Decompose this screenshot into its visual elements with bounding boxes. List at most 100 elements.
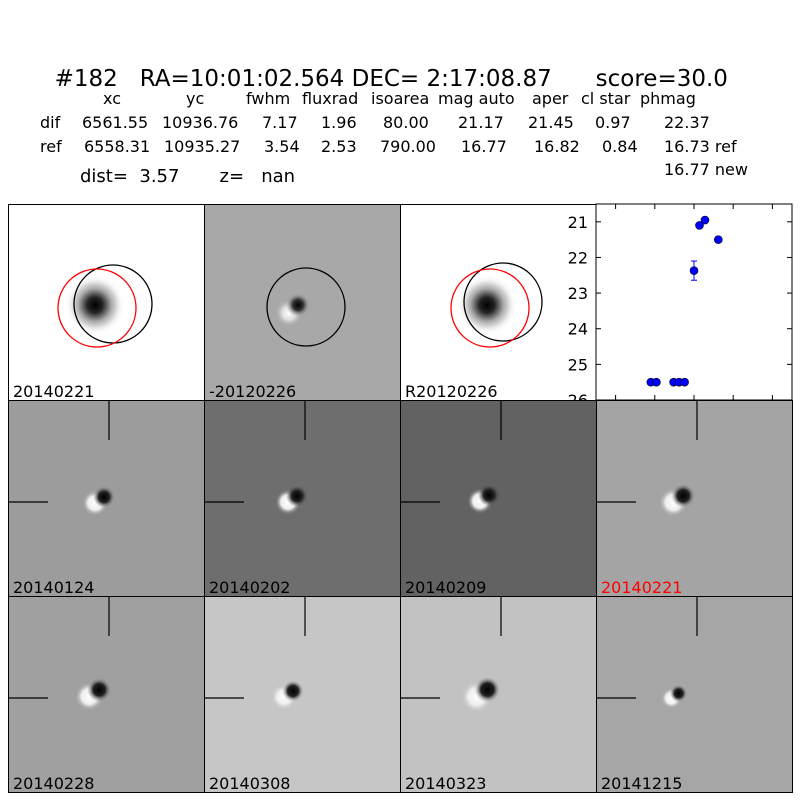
ref-yc: 10935.27 (164, 137, 241, 156)
dif-aper: 21.45 (528, 113, 574, 132)
y-tick-label: 24 (568, 320, 588, 339)
cutout-panel-3: 20140209 (400, 400, 597, 597)
y-tick-label: 25 (568, 355, 588, 374)
ra-coordinate: RA=10:01:02.564 (139, 66, 345, 92)
data-point (652, 377, 661, 387)
panel-label: 20140221 (13, 382, 95, 401)
panel-label-highlighted: 20140221 (601, 578, 683, 597)
data-point (714, 235, 723, 244)
candidate-title: #182 RA=10:01:02.564 DEC= 2:17:08.87 sco… (40, 40, 728, 92)
data-point (680, 377, 689, 387)
cutout-image (597, 597, 792, 792)
col-header-fwhm: fwhm (246, 89, 291, 108)
cutout-panel-5: 20140228 (8, 596, 205, 793)
dif-fluxrad: 1.96 (321, 113, 357, 132)
negative-residual (286, 293, 310, 317)
y-tick-label: 23 (568, 284, 588, 303)
cutout-image (597, 401, 792, 596)
cutout-panel-1: 20140124 (8, 400, 205, 597)
dist-line: dist= 3.57 z= nan (80, 166, 295, 187)
ref-phmag: 16.73 ref (664, 137, 737, 156)
panel-label: -20120226 (209, 382, 297, 401)
ref-isoarea: 790.00 (380, 137, 436, 156)
panel-label: 20140323 (405, 774, 487, 793)
source-blob (65, 275, 125, 335)
cutout-image (9, 401, 204, 596)
cutout-panel-4: 20140221 (596, 400, 793, 597)
reference-image-stamp (450, 262, 543, 348)
difference-image-stamp (266, 267, 346, 347)
col-header-cl-star: cl star (581, 89, 631, 108)
panel-label: 20140308 (209, 774, 291, 793)
panel-label: 20140124 (13, 578, 95, 597)
cutout-panel-2: 20140202 (204, 400, 401, 597)
panel-label: 20140228 (13, 774, 95, 793)
cutout-image (205, 597, 400, 792)
col-header-isoarea: isoarea (371, 89, 430, 108)
panel-label: 20140209 (405, 578, 487, 597)
negative-residual (87, 677, 112, 702)
cutout-image (401, 401, 596, 596)
negative-residual (474, 676, 501, 703)
cutout-image (9, 597, 204, 792)
col-header-phmag: phmag (640, 89, 696, 108)
dif-mag-auto: 21.17 (458, 113, 504, 132)
y-tick-label: 22 (568, 248, 588, 267)
ref-xc: 6558.31 (84, 137, 151, 156)
red-aperture-circle (450, 268, 530, 348)
new-phmag: 16.77 new (664, 160, 748, 179)
image-panel-difference: -20120226 (204, 204, 401, 401)
col-header-fluxrad: fluxrad (302, 89, 359, 108)
new-image-stamp (57, 264, 153, 348)
data-point (700, 215, 710, 225)
cutout-background (597, 597, 792, 792)
col-header-xc: xc (103, 89, 121, 108)
dif-cl-star: 0.97 (595, 113, 631, 132)
dif-phmag: 22.37 (664, 113, 710, 132)
col-header-mag-auto: mag auto (438, 89, 515, 108)
dif-xc: 6561.55 (82, 113, 149, 132)
dif-fwhm: 7.17 (262, 113, 298, 132)
col-header-aper: aper (532, 89, 569, 108)
ref-fwhm: 3.54 (264, 137, 300, 156)
panel-label: 20141215 (601, 774, 683, 793)
cutout-background (597, 401, 792, 596)
row-label-dif: dif (40, 113, 61, 132)
source-blob (457, 275, 517, 335)
dec-coordinate: DEC= 2:17:08.87 (351, 66, 552, 92)
redshift-value: z= nan (219, 166, 296, 187)
cutout-panel-8: 20141215 (596, 596, 793, 793)
dif-isoarea: 80.00 (383, 113, 429, 132)
negative-residual (669, 684, 688, 703)
panel-label: R20120226 (405, 382, 498, 401)
cutout-image (205, 401, 400, 596)
ref-fluxrad: 2.53 (321, 137, 357, 156)
negative-residual (478, 484, 500, 506)
y-tick-label: 21 (568, 213, 588, 232)
black-aperture-circle (463, 262, 543, 342)
dist-value: dist= 3.57 (80, 166, 180, 187)
ref-cl-star: 0.84 (602, 137, 638, 156)
data-point (695, 221, 704, 230)
cutout-image (401, 597, 596, 792)
dif-yc: 10936.76 (162, 113, 239, 132)
candidate-id: #182 (54, 66, 118, 92)
negative-residual (282, 680, 304, 702)
ref-mag-auto: 16.77 (461, 137, 507, 156)
ref-aper: 16.82 (534, 137, 580, 156)
black-aperture-circle (266, 267, 346, 347)
negative-residual (671, 483, 696, 508)
score: score=30.0 (595, 66, 728, 92)
col-header-yc: yc (186, 89, 205, 108)
cutout-panel-7: 20140323 (400, 596, 597, 793)
negative-residual (93, 486, 115, 508)
data-point (689, 266, 699, 275)
cutout-panel-6: 20140308 (204, 596, 401, 793)
row-label-ref: ref (40, 137, 62, 156)
image-panel-new: 20140221 (8, 204, 205, 401)
red-aperture-circle (57, 268, 137, 348)
panel-label: 20140202 (209, 578, 291, 597)
plot-frame (595, 203, 793, 401)
negative-residual (286, 485, 308, 507)
